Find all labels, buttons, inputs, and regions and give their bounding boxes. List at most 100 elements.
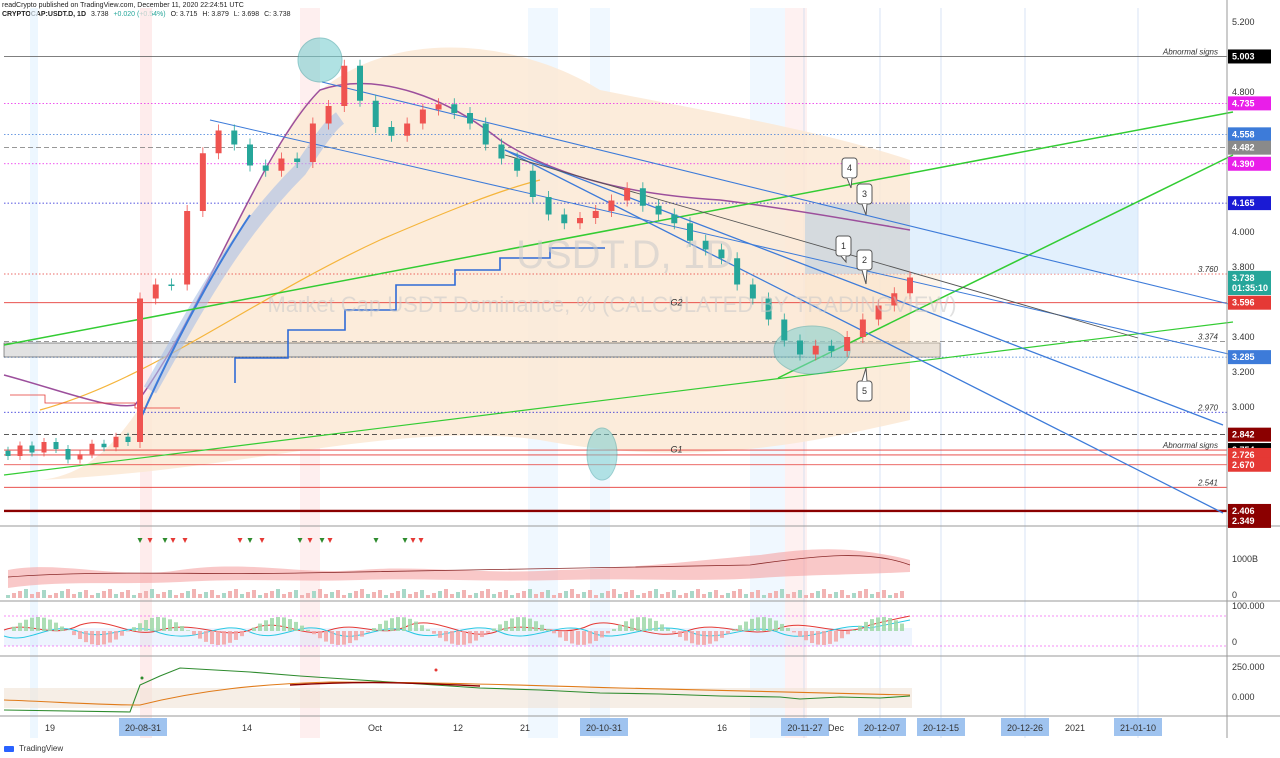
volume-bar	[294, 590, 298, 598]
oscillator-bar	[582, 631, 586, 645]
candle	[41, 442, 47, 453]
volume-bar	[246, 592, 250, 598]
oscillator-bar	[372, 628, 376, 631]
oscillator-bar	[234, 631, 238, 640]
level-text: 3.760	[1198, 265, 1219, 274]
time-tick: 21	[520, 723, 530, 733]
price-tag	[1228, 457, 1271, 472]
pattern-labels: G2 G1	[671, 298, 683, 455]
oscillator-bar	[690, 631, 694, 644]
level-text: 2.970	[1197, 403, 1219, 412]
volume-bar	[714, 590, 718, 598]
volume-bar	[336, 590, 340, 598]
oscillator-bar	[390, 618, 394, 631]
oscillator-bar	[18, 622, 22, 631]
oscillator-bar	[666, 628, 670, 631]
signal-marker	[307, 538, 313, 543]
oscillator-bar	[264, 620, 268, 631]
highlight-circle-g1	[586, 427, 618, 481]
volume-bar	[330, 592, 334, 598]
indicator-tick: 0	[1232, 637, 1237, 647]
volume-bar	[564, 591, 568, 598]
price-change: +0.020 (+0.54%)	[113, 11, 166, 18]
volume-bar	[42, 590, 46, 598]
oscillator-bar	[246, 631, 250, 632]
volume-bar	[570, 589, 574, 598]
oscillator-bar	[192, 631, 196, 635]
candle	[101, 443, 107, 448]
volume-bar	[438, 591, 442, 598]
volume-bar	[582, 592, 586, 598]
oscillator-bar	[78, 631, 82, 640]
candle	[5, 450, 11, 456]
price-tag	[1228, 281, 1271, 295]
oscillator-bar	[36, 617, 40, 631]
price-tag-label: 3.285	[1232, 352, 1255, 362]
symbol-name[interactable]: CRYPTOCAP:USDT.D, 1D	[2, 11, 87, 18]
volume-bar	[654, 589, 658, 598]
volume-bar	[792, 592, 796, 598]
oscillator-bar	[708, 631, 712, 644]
callout-markers: 1 2 3 4 5	[835, 157, 873, 402]
highlight-circle-top	[297, 37, 343, 83]
oscillator-bar	[570, 631, 574, 644]
volume-bar	[738, 589, 742, 598]
oscillator-bar	[648, 618, 652, 631]
price-tag	[1228, 49, 1271, 64]
candle	[498, 144, 505, 159]
callout-4: 4	[841, 157, 858, 189]
volume-bar	[552, 595, 556, 598]
oscillator-bar	[222, 631, 226, 645]
oscillator-bar	[336, 631, 340, 645]
indicator-tick: 100.000	[1232, 601, 1265, 611]
price-tag-label: 4.558	[1232, 129, 1255, 139]
price-tag-label: 2.670	[1232, 460, 1255, 470]
volume-bar	[810, 593, 814, 598]
price-tag-label: 4.482	[1232, 143, 1255, 153]
oscillator-bar	[858, 625, 862, 631]
volume-bar	[390, 593, 394, 598]
time-tag	[119, 718, 167, 736]
candle	[419, 109, 426, 124]
candle	[65, 449, 71, 460]
candle	[844, 337, 851, 351]
volume-bar	[576, 594, 580, 598]
volume-bar	[54, 593, 58, 598]
candle	[53, 442, 59, 449]
oscillator-bar	[846, 631, 850, 635]
price-tag	[1228, 295, 1271, 310]
price-tick: 3.000	[1232, 402, 1255, 412]
candle	[341, 65, 348, 106]
volume-bar	[726, 593, 730, 598]
volume-bar	[888, 595, 892, 598]
signal-marker	[170, 538, 176, 543]
level-text: 2.541	[1197, 478, 1218, 487]
time-axis[interactable]: 19 20-08-31 14 Oct 12 21 20-10-31 16 20-11-27 Dec…	[45, 718, 1162, 736]
oscillator-bar	[750, 618, 754, 631]
oscillator-bar	[510, 618, 514, 631]
price-tag	[1228, 196, 1271, 211]
volume-bar	[282, 594, 286, 598]
volume-bar	[756, 590, 760, 598]
volume-bar	[180, 593, 184, 598]
oscillator-bar	[636, 617, 640, 631]
signal-marker	[319, 538, 325, 543]
candle	[734, 258, 741, 285]
oscillator-bar	[84, 631, 88, 643]
time-tick: 21-01-10	[1120, 723, 1156, 733]
volume-bar	[408, 594, 412, 598]
candle	[875, 305, 882, 320]
oscillator-bar	[618, 624, 622, 631]
price-axis[interactable]: 5.200 4.800 4.000 3.800 3.400 3.200 3.000 5.003…	[1228, 17, 1271, 528]
volume-bar	[666, 592, 670, 598]
pane-separators	[0, 0, 1280, 738]
oscillator-bar	[528, 618, 532, 631]
volume-bar	[138, 593, 142, 598]
oscillator-bar	[456, 631, 460, 645]
volume-bar	[750, 592, 754, 598]
level-text: Abnormal signs	[1162, 441, 1218, 450]
volume-bar	[186, 591, 190, 598]
oscillator-bar	[798, 631, 802, 637]
oscillator-bar	[552, 631, 556, 634]
